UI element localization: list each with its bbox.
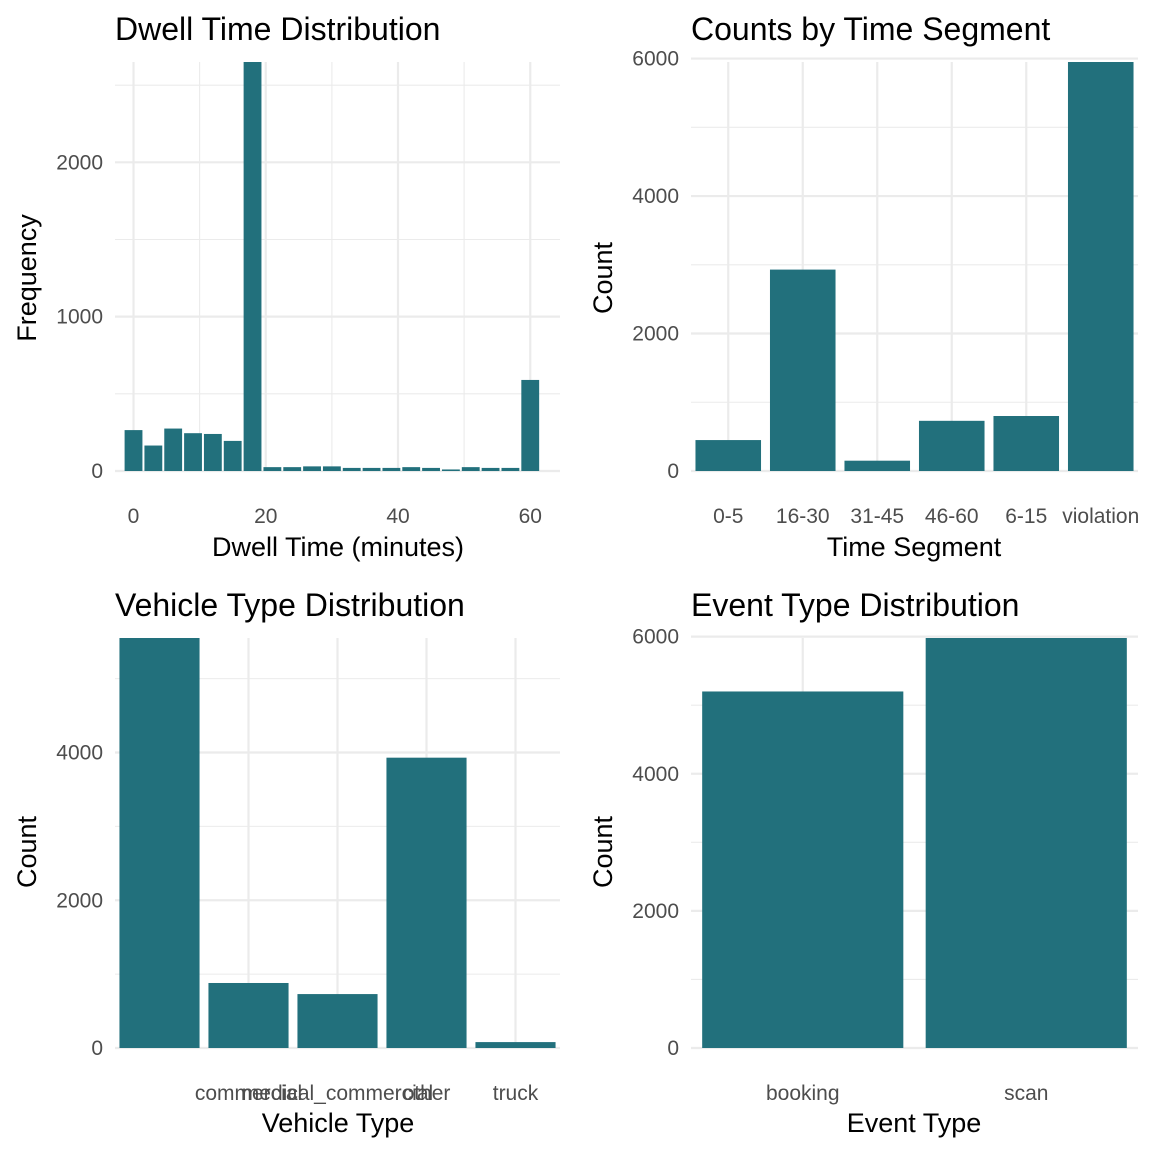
x-tick-label-booking: booking <box>766 1082 840 1105</box>
vehicle-type-y-ticks: 0 2000 4000 <box>56 742 103 1060</box>
histogram-bar-21 <box>263 467 282 471</box>
y-tick-label: 6000 <box>632 626 679 649</box>
bar-6-15 <box>993 416 1060 471</box>
histogram-bar-33 <box>342 467 361 471</box>
time-segment-y-ticks: 0 2000 4000 6000 <box>632 48 679 483</box>
bar-commercial <box>208 982 289 1048</box>
y-tick-label: 1000 <box>56 306 103 329</box>
bar-scan <box>925 638 1127 1048</box>
vehicle-type-x-axis-label: Vehicle Type <box>262 1108 415 1138</box>
y-tick-label: 4000 <box>632 185 679 208</box>
bar-blank-0 <box>119 638 200 1048</box>
event-type-chart: Event Type Distribution booking scan 0 200… <box>588 587 1138 1138</box>
histogram-bar-0 <box>124 430 143 471</box>
histogram-bar-48 <box>441 469 460 471</box>
x-tick-label: 40 <box>386 505 409 528</box>
histogram-bar-51 <box>461 467 480 471</box>
x-tick-label-16-30: 16-30 <box>776 505 830 528</box>
time-segment-x-axis-label: Time Segment <box>827 532 1002 562</box>
x-tick-label-commercial: commercial <box>195 1082 302 1105</box>
y-tick-label: 4000 <box>56 742 103 765</box>
vehicle-type-y-axis-label: Count <box>12 815 42 888</box>
dwell-time-x-ticks: 0 20 40 60 <box>128 505 542 528</box>
bar-truck <box>475 1042 556 1048</box>
event-type-x-ticks: booking scan <box>766 1082 1048 1105</box>
time-segment-bars <box>695 62 1134 471</box>
y-tick-label: 0 <box>91 460 103 483</box>
bar-46-60 <box>918 420 985 471</box>
y-tick-label: 2000 <box>632 323 679 346</box>
event-type-bars <box>702 638 1127 1048</box>
y-tick-label: 6000 <box>632 48 679 71</box>
event-type-y-axis-label: Count <box>588 815 618 888</box>
time-segment-y-axis-label: Count <box>588 241 618 314</box>
dwell-time-histogram: Dwell Time Distribution 0 20 40 60 0 1000 200… <box>12 11 560 562</box>
y-tick-label: 2000 <box>56 151 103 174</box>
bar-other <box>386 757 467 1048</box>
histogram-bar-39 <box>382 467 401 471</box>
bar-16-30 <box>769 269 836 471</box>
histogram-bar-45 <box>422 467 440 471</box>
histogram-bar-3 <box>144 445 163 471</box>
histogram-bar-18 <box>243 62 262 471</box>
bar-0-5 <box>695 440 762 471</box>
histogram-bar-54 <box>481 467 500 471</box>
event-type-y-ticks: 0 2000 4000 6000 <box>632 626 679 1060</box>
vehicle-type-bars <box>119 638 556 1048</box>
dwell-time-x-axis-label: Dwell Time (minutes) <box>212 532 464 562</box>
histogram-bar-60 <box>521 379 540 471</box>
dwell-time-grid <box>115 62 560 473</box>
x-tick-label-0-5: 0-5 <box>713 505 743 528</box>
histogram-bar-30 <box>322 466 341 471</box>
y-tick-label: 2000 <box>632 900 679 923</box>
event-type-x-axis-label: Event Type <box>847 1108 982 1138</box>
x-tick-label: 60 <box>519 505 542 528</box>
dwell-time-y-ticks: 0 1000 2000 <box>56 151 103 483</box>
x-tick-label-scan: scan <box>1004 1082 1048 1105</box>
event-type-title: Event Type Distribution <box>691 587 1019 623</box>
histogram-bar-24 <box>283 467 302 471</box>
bar-31-45 <box>844 460 911 471</box>
vehicle-type-title: Vehicle Type Distribution <box>115 587 465 623</box>
bar-violation <box>1067 62 1134 471</box>
time-segment-chart: Counts by Time Segment 0-5 16-30 31-45 46-6… <box>588 11 1139 562</box>
histogram-bar-15 <box>223 440 242 471</box>
time-segment-grid <box>691 57 1138 473</box>
time-segment-title: Counts by Time Segment <box>691 11 1050 47</box>
histogram-bar-57 <box>501 467 520 471</box>
x-tick-label-46-60: 46-60 <box>925 505 979 528</box>
bar-booking <box>702 691 904 1048</box>
x-tick-label-truck: truck <box>493 1082 539 1105</box>
y-tick-label: 2000 <box>56 889 103 912</box>
histogram-bar-9 <box>184 433 202 471</box>
x-tick-label-other: other <box>403 1082 451 1105</box>
x-tick-label-31-45: 31-45 <box>850 505 904 528</box>
bar-medical-commercial <box>297 994 378 1048</box>
histogram-bar-42 <box>402 467 421 471</box>
y-tick-label: 0 <box>667 460 679 483</box>
dwell-time-y-axis-label: Frequency <box>12 214 42 342</box>
x-tick-label-violation: violation <box>1062 505 1139 528</box>
histogram-bar-36 <box>362 467 381 471</box>
dwell-time-title: Dwell Time Distribution <box>115 11 440 47</box>
histogram-bar-6 <box>164 428 183 471</box>
x-tick-label: 0 <box>128 505 140 528</box>
x-tick-label: 20 <box>254 505 277 528</box>
y-tick-label: 4000 <box>632 763 679 786</box>
y-tick-label: 0 <box>667 1037 679 1060</box>
histogram-bar-12 <box>203 433 222 471</box>
vehicle-type-chart: Vehicle Type Distribution commercialmedi… <box>12 587 560 1138</box>
dwell-time-bars <box>124 62 540 471</box>
x-tick-label-6-15: 6-15 <box>1005 505 1047 528</box>
histogram-bar-27 <box>303 466 321 471</box>
x-tick-label-medical-commercial: medical_commercial <box>242 1082 433 1105</box>
y-tick-label: 0 <box>91 1037 103 1060</box>
time-segment-x-ticks: 0-5 16-30 31-45 46-60 6-15 violation <box>713 505 1139 528</box>
